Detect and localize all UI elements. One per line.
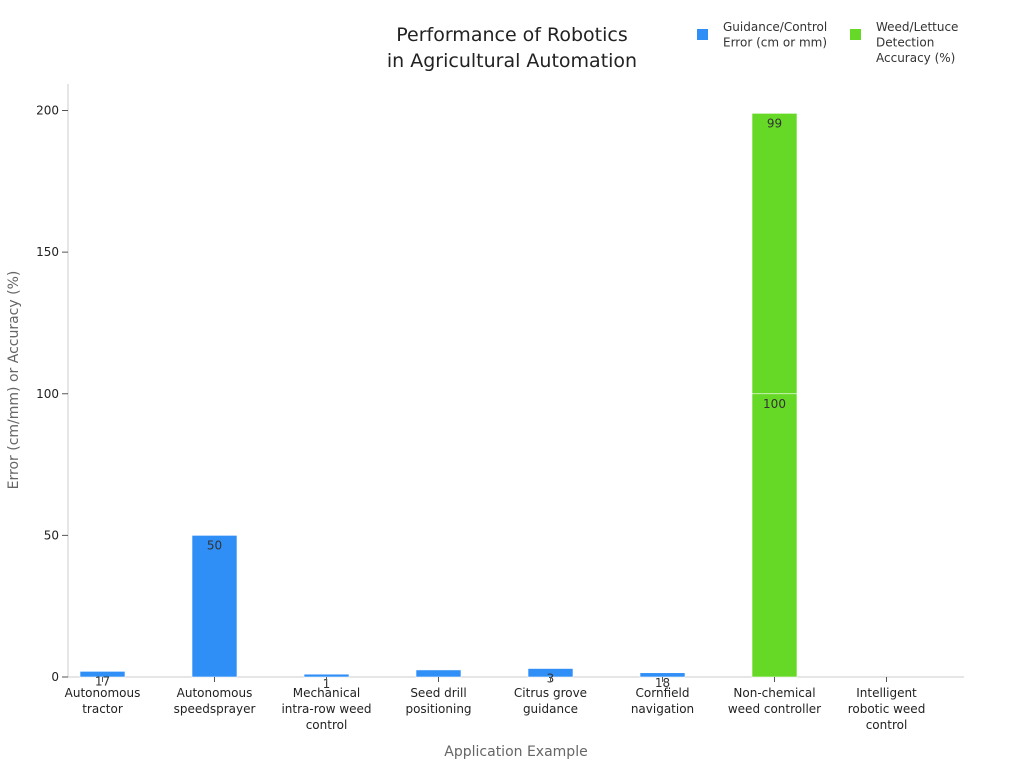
x-tick-label: Cornfield navigation	[631, 686, 694, 716]
text-line: speedsprayer	[174, 702, 256, 716]
text-line: Seed drill	[410, 686, 466, 700]
x-tick-label: Citrus grove guidance	[514, 686, 587, 716]
data-label: 100	[763, 397, 786, 411]
x-tick-label: Non-chemical weed controller	[728, 686, 821, 716]
text-line: control	[306, 718, 348, 732]
text-line: Cornfield	[636, 686, 690, 700]
text-line: Guidance/Control	[723, 20, 827, 34]
x-axis-title: Application Example	[444, 744, 587, 760]
text-line: positioning	[405, 702, 471, 716]
x-tick-label: Autonomous speedsprayer	[174, 686, 256, 716]
legend-swatch	[850, 29, 861, 40]
legend: Guidance/Control Error (cm or mm) Weed/Let…	[697, 20, 958, 65]
text-line: Weed/Lettuce	[876, 20, 958, 34]
x-tick-label: Intelligent robotic weed control	[848, 686, 926, 732]
y-tick-label: 100	[36, 387, 59, 401]
text-line: Autonomous	[177, 686, 253, 700]
text-line: Performance of Robotics	[396, 24, 628, 46]
text-line: navigation	[631, 702, 694, 716]
legend-swatch	[697, 29, 708, 40]
y-tick-label: 0	[51, 670, 59, 684]
text-line: Error (cm or mm)	[723, 36, 827, 50]
data-label: 99	[767, 116, 782, 130]
data-label: 1	[323, 677, 331, 691]
text-line: Intelligent	[856, 686, 917, 700]
y-tick-label: 200	[36, 104, 59, 118]
bar-segment	[751, 113, 798, 395]
text-line: Non-chemical	[733, 686, 815, 700]
text-line: Mechanical	[293, 686, 361, 700]
y-tick-label: 50	[44, 528, 59, 542]
text-line: Detection	[876, 36, 934, 50]
text-line: intra-row weed	[281, 702, 371, 716]
x-axis-ticks: Autonomous tractor Autonomous speedsprayer M…	[65, 677, 926, 732]
bar-segment	[415, 669, 462, 678]
text-line: guidance	[523, 702, 578, 716]
bar-segment	[191, 535, 238, 678]
x-tick-label: Mechanical intra-row weed control	[281, 686, 371, 732]
y-tick-label: 150	[36, 245, 59, 259]
x-tick-label: Seed drill positioning	[405, 686, 471, 716]
text-line: Accuracy (%)	[876, 51, 955, 65]
text-line: robotic weed	[848, 702, 926, 716]
data-label: 18	[655, 676, 670, 690]
text-line: Autonomous	[65, 686, 141, 700]
bar-segment	[751, 393, 798, 678]
text-line: tractor	[82, 702, 123, 716]
bars: 1750131810099	[79, 113, 798, 691]
y-axis-ticks: 0 50 100 150 200	[36, 104, 68, 684]
text-line: weed controller	[728, 702, 821, 716]
y-axis-title: Error (cm/mm) or Accuracy (%)	[6, 271, 22, 490]
chart-title: Performance of Robotics in Agricultural A…	[387, 24, 637, 72]
text-line: in Agricultural Automation	[387, 50, 637, 72]
x-tick-label: Autonomous tractor	[65, 686, 141, 716]
legend-label: Weed/Lettuce Detection Accuracy (%)	[876, 20, 958, 65]
data-label: 50	[207, 538, 222, 552]
legend-label: Guidance/Control Error (cm or mm)	[723, 20, 827, 50]
text-line: control	[866, 718, 908, 732]
text-line: Citrus grove	[514, 686, 587, 700]
